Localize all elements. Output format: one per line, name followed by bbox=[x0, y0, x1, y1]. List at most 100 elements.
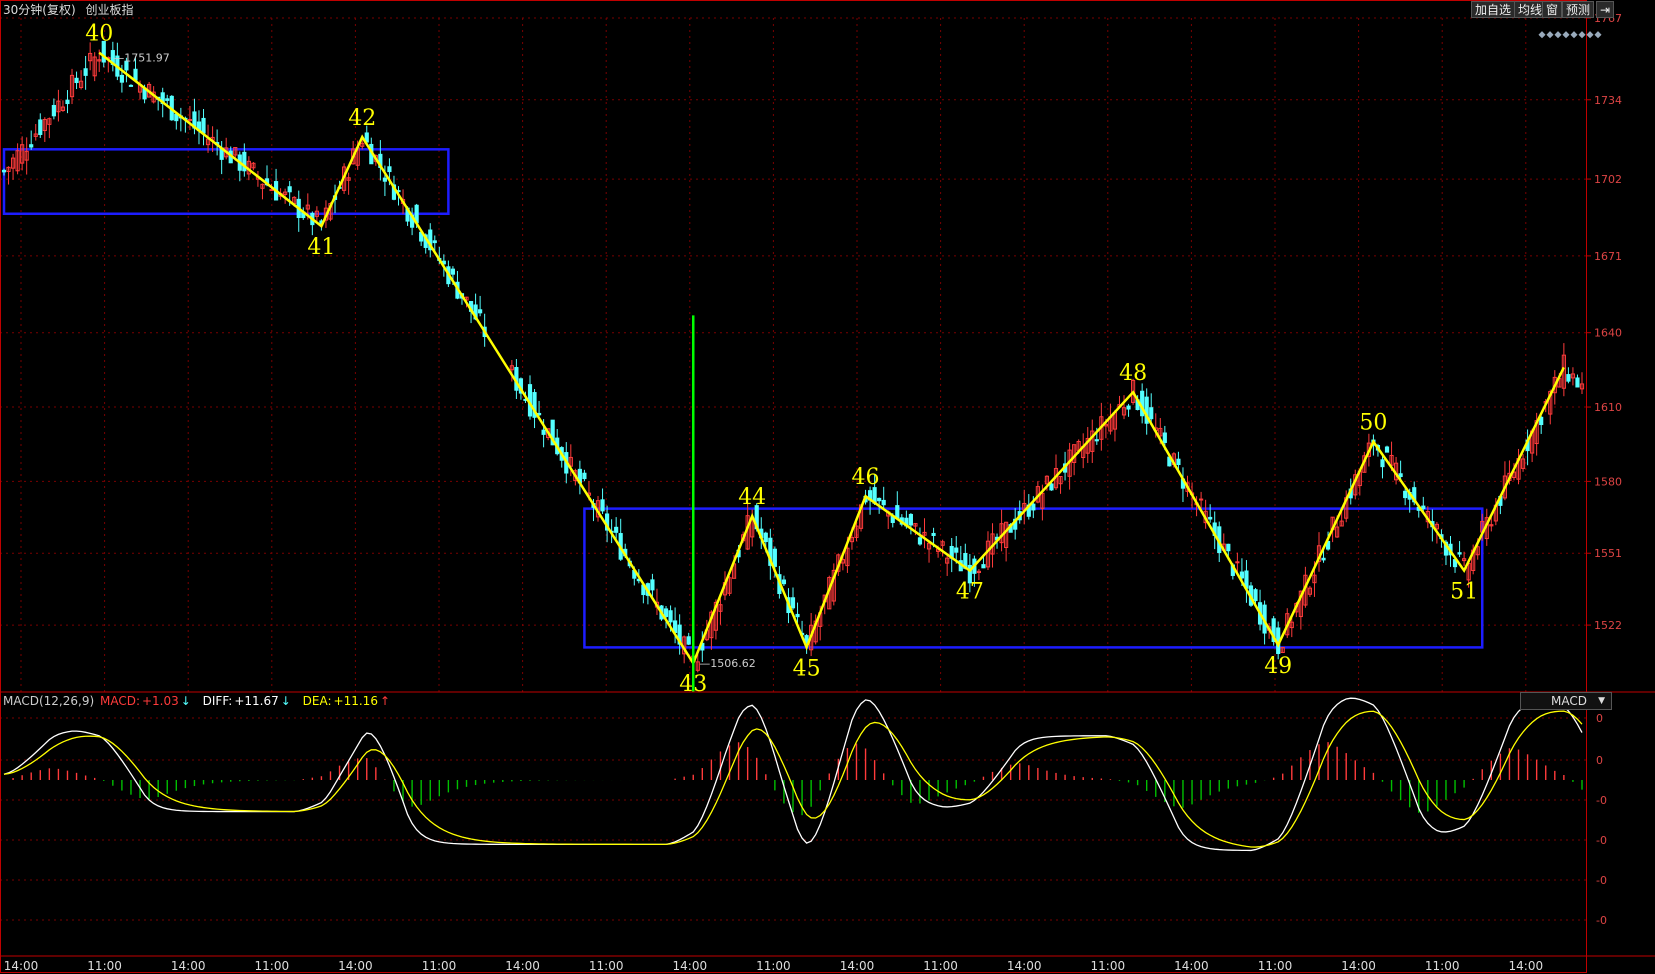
candle bbox=[790, 597, 796, 609]
candle bbox=[1185, 482, 1190, 492]
candle bbox=[60, 106, 66, 112]
candle bbox=[20, 144, 25, 164]
candle bbox=[877, 497, 882, 502]
candle bbox=[781, 579, 787, 585]
x-tick-label: 14:00 bbox=[1174, 959, 1209, 973]
candle bbox=[1312, 574, 1317, 584]
high-price-label: —1751.97 bbox=[113, 52, 170, 65]
candle bbox=[1130, 379, 1136, 403]
macd-arrow-icon: ↓ bbox=[180, 694, 191, 708]
indicator-dot bbox=[1570, 31, 1578, 39]
candle bbox=[1176, 458, 1181, 466]
candle bbox=[1289, 621, 1294, 629]
candle bbox=[718, 604, 723, 612]
candle bbox=[926, 542, 932, 550]
wave-label: 46 bbox=[852, 465, 880, 490]
candle bbox=[849, 537, 855, 543]
y-tick-label: 1671 bbox=[1594, 250, 1622, 263]
candle bbox=[432, 240, 437, 244]
diff-label: DIFF: bbox=[202, 694, 233, 708]
indicator-selector-label: MACD bbox=[1551, 694, 1587, 708]
x-tick-label: 14:00 bbox=[338, 959, 373, 973]
candle bbox=[1162, 432, 1167, 444]
macd-label: MACD: bbox=[99, 694, 140, 708]
y-tick-label: 1702 bbox=[1594, 173, 1622, 186]
window-button[interactable]: 窗 bbox=[1542, 1, 1563, 18]
candle bbox=[51, 104, 56, 117]
x-tick-label: 11:00 bbox=[923, 959, 958, 973]
wave-label: 41 bbox=[307, 235, 335, 260]
x-tick-label: 14:00 bbox=[4, 959, 39, 973]
candle bbox=[1335, 526, 1340, 538]
candle bbox=[242, 151, 247, 172]
candle bbox=[509, 365, 514, 371]
add-favorite-button[interactable]: 加自选 bbox=[1471, 1, 1516, 18]
candle bbox=[1085, 438, 1090, 454]
y-tick-label: 1522 bbox=[1594, 619, 1622, 632]
candle bbox=[101, 40, 106, 63]
candle bbox=[450, 268, 456, 275]
candle bbox=[1158, 427, 1163, 437]
candle bbox=[1031, 503, 1036, 511]
plot-frame bbox=[0, 0, 1587, 973]
candle bbox=[600, 499, 605, 512]
y-tick-label: 1640 bbox=[1594, 327, 1622, 340]
candle bbox=[6, 166, 11, 172]
wave-label: 44 bbox=[738, 485, 766, 510]
period-label: 30分钟(复权) bbox=[3, 3, 76, 17]
x-tick-label: 11:00 bbox=[87, 959, 122, 973]
zigzag-line bbox=[98, 51, 1565, 666]
candle bbox=[945, 557, 950, 564]
candle bbox=[573, 470, 578, 482]
dea-value: +11.16 bbox=[333, 694, 378, 708]
candle bbox=[1566, 374, 1571, 382]
candle bbox=[1235, 561, 1240, 564]
candle bbox=[695, 661, 700, 671]
predict-button[interactable]: 预测 bbox=[1562, 1, 1595, 18]
candle bbox=[1049, 483, 1054, 491]
y-tick-label: 1734 bbox=[1594, 94, 1622, 107]
candle bbox=[1570, 373, 1576, 379]
candle bbox=[1462, 558, 1467, 562]
candle bbox=[305, 204, 310, 210]
candle bbox=[1058, 476, 1063, 485]
candle bbox=[33, 133, 38, 137]
candle bbox=[881, 499, 886, 506]
candle bbox=[1280, 646, 1285, 654]
candle bbox=[795, 613, 800, 618]
candle bbox=[1434, 523, 1439, 530]
candle bbox=[768, 537, 773, 566]
candle bbox=[38, 119, 43, 135]
expand-icon[interactable]: ⇥ bbox=[1596, 1, 1615, 18]
diff-value: +11.67 bbox=[234, 694, 279, 708]
candle bbox=[165, 98, 170, 101]
macd-value: +1.03 bbox=[141, 694, 179, 708]
macd-axis-label: 0 bbox=[1596, 754, 1603, 767]
candle bbox=[187, 118, 193, 121]
candle bbox=[1575, 377, 1580, 388]
candle bbox=[283, 191, 288, 195]
candle bbox=[97, 59, 102, 62]
x-tick-label: 14:00 bbox=[840, 959, 875, 973]
candle bbox=[1421, 505, 1426, 510]
candle bbox=[373, 155, 378, 162]
candle bbox=[287, 186, 292, 193]
candle bbox=[532, 392, 537, 418]
indicator-selector[interactable]: MACD ▼ bbox=[1520, 692, 1612, 710]
candle bbox=[1090, 430, 1095, 452]
candle bbox=[1, 169, 7, 173]
candle bbox=[1298, 590, 1303, 618]
candle bbox=[727, 577, 732, 594]
indicator-dot bbox=[1554, 31, 1562, 39]
wave-label: 50 bbox=[1359, 411, 1387, 436]
candle bbox=[1457, 552, 1462, 555]
candle bbox=[42, 118, 47, 132]
candle bbox=[351, 148, 356, 165]
candle bbox=[541, 429, 546, 435]
wave-label: 45 bbox=[793, 656, 821, 681]
candle bbox=[251, 162, 256, 169]
candle bbox=[772, 548, 777, 567]
